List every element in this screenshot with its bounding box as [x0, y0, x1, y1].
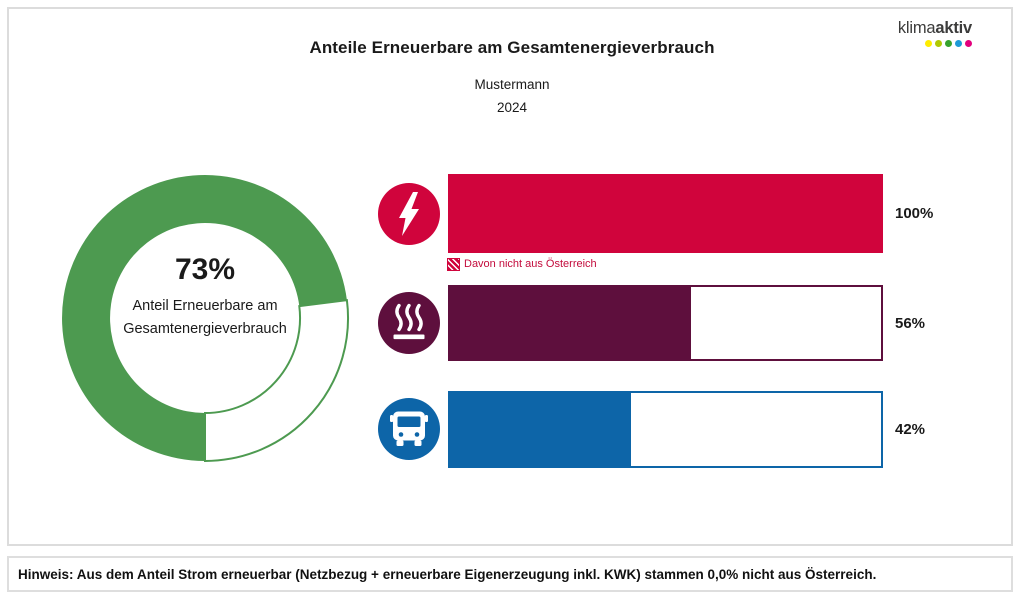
bar-mobilitaet-fill: [450, 393, 632, 466]
bar-waerme: [448, 285, 883, 361]
donut-chart: [55, 168, 355, 468]
bar-strom-fill: [450, 176, 881, 251]
klimaaktiv-logo: klimaaktiv: [898, 20, 972, 47]
logo-wordmark: klimaaktiv: [898, 20, 972, 37]
donut-percent: 73%: [174, 253, 236, 286]
logo-dot: [935, 39, 942, 47]
logo-dot: [925, 39, 932, 47]
legend-not-from-austria: Davon nicht aus Österreich: [447, 257, 597, 271]
logo-dot: [955, 39, 962, 47]
footnote-box: Hinweis: Aus dem Anteil Strom erneuerbar…: [7, 556, 1013, 592]
bar-waerme-fill: [450, 287, 692, 359]
logo-dot: [945, 39, 952, 47]
donut-segment-renewable: [62, 175, 347, 461]
footnote-text: Hinweis: Aus dem Anteil Strom erneuerbar…: [18, 566, 877, 582]
bar-mobilitaet: [448, 391, 883, 468]
lightning-icon: [378, 183, 440, 245]
subtitle-year: 2024: [496, 100, 528, 115]
donut-caption-line2: Gesamtenergieverbrauch: [123, 321, 287, 337]
bar-waerme-value: 56%: [895, 314, 926, 332]
logo-dots: [898, 39, 972, 47]
bar-strom-value: 100%: [895, 205, 934, 222]
legend-hatch-swatch: [447, 257, 460, 271]
donut-caption-line1: Anteil Erneuerbare am: [132, 298, 278, 314]
donut-center-label: 73% Anteil Erneuerbare am Gesamtenergiev…: [85, 253, 325, 341]
subtitle-name: Mustermann: [474, 77, 550, 92]
logo-text-bold: aktiv: [935, 19, 972, 37]
page-title: Anteile Erneuerbare am Gesamtenergieverb…: [309, 38, 715, 57]
logo-text-regular: klima: [897, 19, 936, 37]
legend-label: Davon nicht aus Österreich: [464, 258, 597, 270]
logo-dot: [965, 39, 972, 47]
bar-strom: [448, 174, 883, 253]
bar-mobilitaet-value: 42%: [895, 421, 926, 438]
bus-icon: [378, 398, 440, 460]
donut-svg: [62, 175, 350, 463]
heat-icon: [378, 292, 440, 354]
donut-segment-rest: [204, 298, 350, 463]
